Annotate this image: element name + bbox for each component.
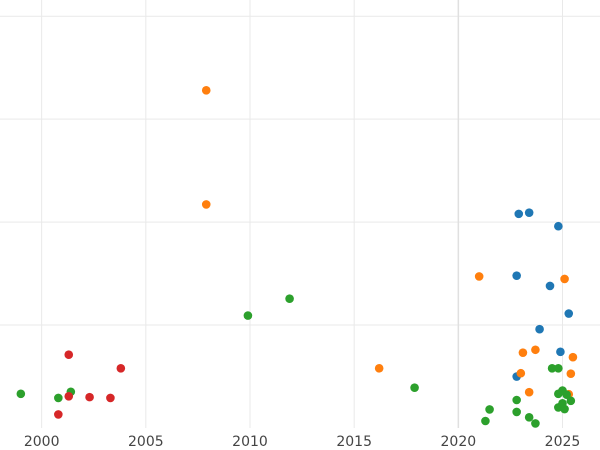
point-orange-7	[568, 352, 578, 362]
grid	[0, 0, 600, 428]
x-axis-tick-labels: 2000 2005 2010 2015 2020 2025	[24, 434, 580, 450]
point-green-12	[547, 363, 557, 373]
point-green-19	[558, 398, 567, 408]
point-red-3	[85, 392, 94, 402]
point-blue-4	[545, 281, 555, 291]
point-orange-2	[474, 272, 484, 281]
point-green-6	[481, 416, 490, 426]
x-tick-label-2015: 2015	[336, 434, 372, 450]
point-green-7	[485, 405, 494, 414]
x-tick-label-2010: 2010	[232, 434, 268, 450]
point-green-13	[554, 363, 563, 373]
point-green-20	[566, 396, 576, 406]
x-tick-label-2005: 2005	[128, 434, 164, 450]
point-green-9	[512, 407, 521, 417]
point-blue-5	[564, 309, 574, 318]
point-red-2	[64, 391, 74, 401]
point-orange-9	[566, 369, 576, 378]
point-orange-3	[560, 274, 569, 284]
point-orange-4	[374, 363, 384, 373]
point-orange-8	[516, 368, 526, 378]
point-red-4	[106, 393, 115, 403]
point-red-0	[64, 350, 74, 360]
point-orange-0	[201, 86, 211, 95]
point-green-16	[562, 390, 571, 399]
point-green-1	[54, 393, 63, 403]
point-green-4	[285, 294, 294, 304]
point-green-5	[410, 383, 419, 392]
point-blue-7	[556, 347, 565, 357]
x-tick-label-2020: 2020	[441, 434, 477, 450]
point-orange-1	[201, 200, 211, 209]
point-orange-10	[524, 387, 534, 397]
point-red-1	[116, 363, 126, 373]
point-orange-6	[518, 348, 528, 357]
point-green-10	[524, 412, 534, 422]
x-tick-label-2025: 2025	[545, 434, 581, 450]
point-red-5	[54, 410, 63, 419]
point-blue-1	[524, 208, 534, 217]
point-green-8	[512, 395, 521, 405]
point-blue-6	[535, 324, 544, 334]
point-blue-0	[514, 209, 524, 219]
point-blue-3	[512, 271, 521, 280]
point-green-0	[16, 389, 26, 399]
point-blue-2	[554, 221, 563, 231]
point-green-3	[243, 311, 253, 320]
data-points	[16, 86, 578, 428]
point-orange-5	[531, 345, 540, 355]
point-green-11	[531, 419, 540, 428]
x-tick-label-2000: 2000	[24, 434, 60, 450]
